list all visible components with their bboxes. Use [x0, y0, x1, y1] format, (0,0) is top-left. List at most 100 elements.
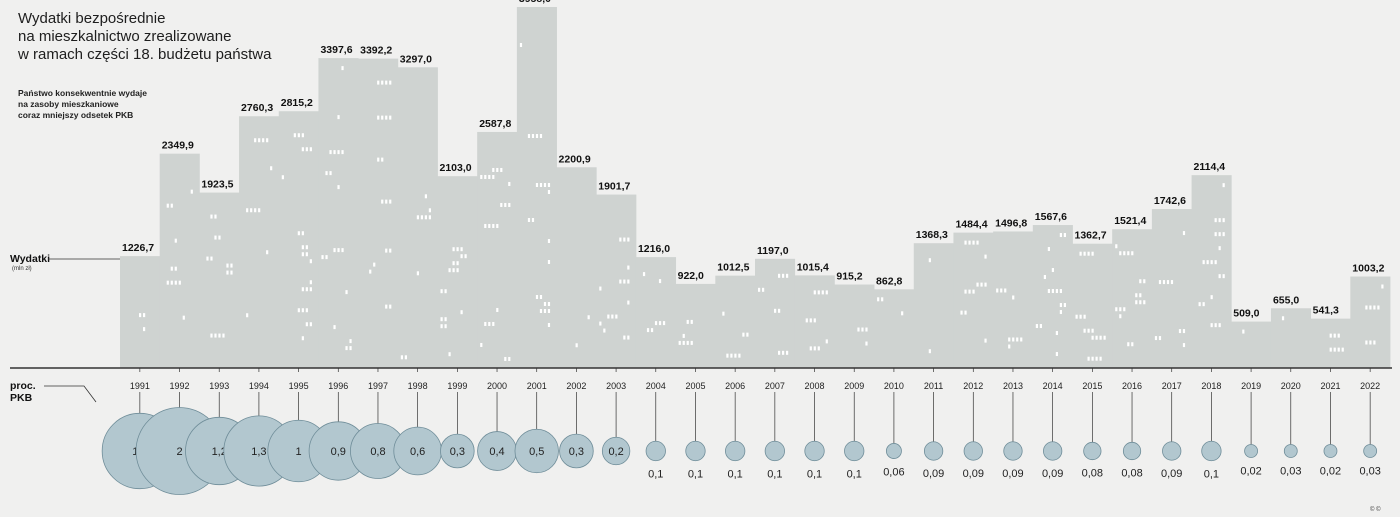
window-pane: [484, 174, 487, 179]
window-pane: [250, 208, 253, 213]
window-pane: [1166, 280, 1170, 285]
window-pane: [400, 355, 404, 360]
window-pane: [1119, 307, 1122, 312]
window-pane: [305, 147, 308, 152]
gdp-label-1993: 1,2: [212, 446, 227, 458]
window-pane: [1083, 314, 1086, 319]
window-pane: [170, 266, 173, 271]
window-pane: [901, 311, 904, 316]
gdp-label-2013: 0,09: [1002, 468, 1023, 480]
value-label-2001: 3958,0: [519, 0, 551, 5]
window-pane: [385, 248, 388, 253]
window-pane: [611, 314, 614, 319]
window-pane: [404, 355, 408, 360]
window-pane: [309, 280, 312, 285]
chart-subtitle: Państwo konsekwentnie wydaje na zasoby m…: [18, 88, 147, 121]
window-pane: [460, 310, 463, 315]
gdp-label-2007: 0,1: [767, 469, 782, 481]
window-pane: [599, 286, 602, 291]
gdp-circle-2015: [1083, 441, 1102, 461]
window-pane: [143, 327, 146, 332]
bar-2021: [1310, 318, 1351, 368]
value-label-1995: 2815,2: [281, 97, 313, 109]
window-pane: [686, 340, 689, 345]
gdp-label-2003: 0,2: [608, 446, 623, 458]
window-pane: [389, 199, 392, 204]
window-pane: [206, 256, 209, 261]
window-pane: [865, 327, 868, 332]
window-pane: [1091, 335, 1094, 340]
gdp-label-2011: 0,09: [923, 468, 944, 480]
window-pane: [496, 223, 499, 228]
window-pane: [1079, 251, 1082, 256]
value-label-2005: 922,0: [678, 270, 704, 282]
bar-2022: [1350, 276, 1391, 368]
title-line-1: Wydatki bezpośrednie: [18, 10, 166, 27]
window-pane: [682, 340, 685, 345]
window-pane: [420, 215, 424, 220]
window-pane: [488, 321, 491, 326]
window-pane: [627, 335, 630, 340]
window-pane: [778, 273, 781, 278]
window-pane: [1095, 335, 1098, 340]
window-pane: [214, 214, 217, 219]
gdp-circle-2014: [1043, 441, 1063, 461]
window-pane: [345, 346, 348, 351]
window-pane: [444, 324, 447, 329]
bar-2005: [675, 283, 716, 368]
window-pane: [246, 208, 249, 213]
gdp-label-2008: 0,1: [807, 469, 822, 481]
window-pane: [1365, 340, 1368, 345]
year-label-2014: 2014: [1043, 381, 1063, 391]
gdp-circle-2019: [1244, 444, 1258, 458]
bar-2010: [874, 289, 915, 368]
window-pane: [623, 237, 626, 242]
window-pane: [1206, 260, 1209, 265]
year-label-2011: 2011: [924, 381, 943, 391]
window-pane: [1091, 251, 1094, 256]
window-pane: [381, 80, 384, 85]
window-pane: [984, 282, 987, 287]
bar-2009: [834, 284, 875, 368]
gdp-label-2006: 0,1: [728, 469, 743, 481]
value-label-2000: 2587,8: [479, 118, 511, 130]
window-pane: [615, 314, 618, 319]
window-pane: [452, 261, 455, 266]
window-pane: [369, 269, 372, 274]
window-pane: [539, 295, 543, 299]
window-pane: [928, 349, 931, 354]
gdp-circle-1999: [440, 433, 475, 469]
window-pane: [377, 80, 380, 85]
year-label-2003: 2003: [606, 381, 626, 391]
gdp-circle-2001: [514, 428, 559, 474]
window-pane: [1337, 333, 1340, 338]
value-label-2012: 1484,4: [955, 219, 987, 231]
window-pane: [385, 304, 388, 309]
window-pane: [627, 279, 630, 284]
window-pane: [738, 353, 741, 358]
window-pane: [230, 263, 233, 268]
gdp-circle-2020: [1283, 444, 1298, 458]
window-pane: [627, 237, 630, 242]
window-pane: [1047, 289, 1051, 294]
value-label-1998: 3297,0: [400, 53, 432, 65]
year-label-2015: 2015: [1082, 381, 1102, 391]
window-pane: [690, 340, 693, 345]
window-pane: [440, 324, 443, 329]
window-pane: [333, 325, 336, 330]
window-pane: [178, 280, 181, 285]
bar-2004: [635, 257, 677, 368]
value-label-2016: 1521,4: [1114, 215, 1146, 227]
window-pane: [341, 248, 344, 253]
gdp-circle-2011: [923, 441, 944, 461]
window-pane: [1059, 303, 1063, 308]
window-pane: [1063, 303, 1067, 308]
window-pane: [619, 237, 622, 242]
value-label-1991: 1226,7: [122, 242, 154, 254]
window-pane: [964, 289, 967, 294]
subtitle-line-1: Państwo konsekwentnie wydaje: [18, 88, 147, 98]
bar-1997: [358, 58, 399, 369]
window-pane: [980, 282, 983, 287]
window-pane: [170, 280, 173, 285]
window-pane: [782, 350, 785, 355]
